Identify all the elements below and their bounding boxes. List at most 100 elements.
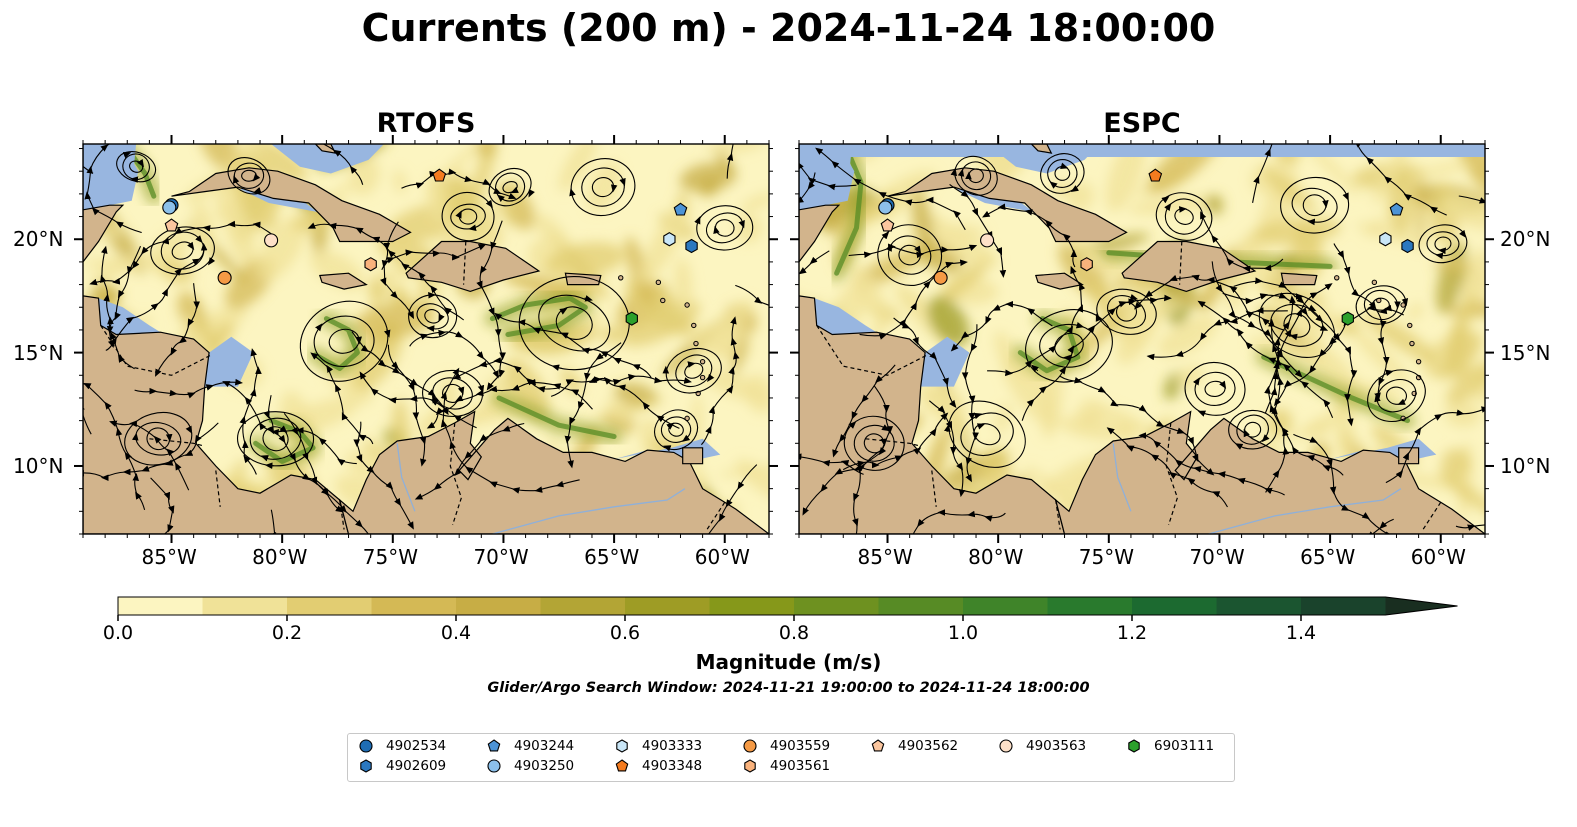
legend-label: 4903333 [642,738,703,754]
x-tick-label: 65°W [584,545,640,569]
float-marker-4903244[interactable] [673,202,688,216]
float-marker-4903250[interactable] [878,200,893,215]
float-marker-4903562[interactable] [880,218,895,232]
legend-label: 4903561 [770,758,831,774]
legend-circle-icon [999,739,1013,753]
outer-ticks [74,135,778,543]
legend-circle-icon [359,739,373,753]
float-marker-4903333[interactable] [663,232,676,247]
legend-label: 4902534 [386,738,447,754]
streamlines [83,144,769,534]
legend-pentagon-icon [871,739,885,752]
colorbar-bin [1047,597,1133,615]
legend-item-4903563: 4903563 [998,738,1086,754]
x-tick-label: 70°W [473,545,529,569]
search-window-text: Glider/Argo Search Window: 2024-11-21 19… [487,680,1090,696]
float-marker-4903348[interactable] [1148,168,1163,182]
legend-hexagon-icon [744,759,756,773]
legend-hexagon-icon [1128,739,1140,753]
x-tick-label: 85°W [141,545,197,569]
x-tick-label: 75°W [1078,545,1135,569]
colorbar-bin [1132,597,1217,615]
colorbar-tick-label: 0.4 [440,622,472,644]
float-marker-4903563[interactable] [980,233,995,248]
legend-item-4903250: 4903250 [486,758,574,774]
float-marker-4902609[interactable] [685,238,698,254]
colorbar-tick-label: 1.2 [1116,622,1148,644]
legend-hexagon-icon [616,739,628,753]
colorbar-bin [202,597,288,615]
legend-item-6903111: 6903111 [1126,738,1214,754]
colorbar-bin [625,597,710,615]
colorbar-tick-label: 1.4 [1285,622,1317,644]
colorbar-bin [709,597,795,615]
x-tick-label: 70°W [1189,545,1245,569]
x-tick-label: 75°W [362,545,419,569]
colorbar-bin [540,597,626,615]
legend-item-4902609: 4902609 [358,758,446,774]
x-tick-label: 65°W [1300,545,1356,569]
streamlines [799,144,1485,534]
colorbar-bin [963,597,1048,615]
y-tick-label-right: 15°N [1500,340,1551,365]
legend-pentagon-icon [615,759,629,772]
float-marker-4903559[interactable] [217,270,232,285]
y-tick-label-left: 15°N [13,340,64,365]
float-marker-6903111[interactable] [1341,311,1354,326]
map-panel-espc [790,135,1494,543]
colorbar-tick-label: 0.6 [609,622,641,644]
float-marker-4903250[interactable] [162,200,177,215]
panel-title-rtofs: RTOFS [376,108,476,139]
legend-label: 4903348 [642,758,703,774]
y-tick-label-right: 20°N [1500,227,1551,252]
legend-label: 4903563 [1026,738,1087,754]
colorbar-bin [794,597,879,615]
legend-label: 4903250 [514,758,575,774]
colorbar-bin [456,597,541,615]
float-marker-4903333[interactable] [1379,232,1392,247]
legend-label: 4903559 [770,738,831,754]
legend-label: 6903111 [1154,738,1215,754]
colorbar-label: Magnitude (m/s) [695,650,882,674]
colorbar [117,596,1458,621]
legend-item-4903244: 4903244 [486,738,574,754]
legend-item-4903333: 4903333 [614,738,702,754]
float-marker-4903561[interactable] [1080,257,1093,272]
legend-label: 4903562 [898,738,959,754]
legend-circle-icon [743,739,757,753]
panel-title-espc: ESPC [1103,108,1181,139]
float-marker-4903559[interactable] [933,270,948,285]
legend-pentagon-icon [487,739,501,752]
y-tick-label-right: 10°N [1500,453,1551,478]
figure-title: Currents (200 m) - 2024-11-24 18:00:00 [361,6,1216,50]
float-marker-4903563[interactable] [264,233,279,248]
float-marker-6903111[interactable] [625,311,638,326]
float-marker-4903348[interactable] [432,168,447,182]
legend-item-4903562: 4903562 [870,738,958,754]
colorbar-bin [1301,597,1386,615]
colorbar-tick-label: 0.0 [102,622,134,644]
legend-item-4903348: 4903348 [614,758,702,774]
colorbar-bin [287,597,372,615]
colorbar-bin [118,597,203,615]
colorbar-tick-label: 0.2 [271,622,303,644]
x-tick-label: 60°W [694,545,750,569]
float-markers [878,168,1414,326]
legend-label: 4903244 [514,738,575,754]
x-tick-label: 80°W [252,545,308,569]
float-markers [162,168,698,326]
colorbar-tick-label: 1.0 [947,622,979,644]
legend-circle-icon [487,759,501,773]
x-tick-label: 80°W [968,545,1024,569]
x-tick-label: 85°W [857,545,913,569]
colorbar-tick-label: 0.8 [778,622,810,644]
float-marker-4903561[interactable] [364,257,377,272]
legend-hexagon-icon [360,759,372,773]
outer-ticks [790,135,1494,543]
float-marker-4903244[interactable] [1389,202,1404,216]
y-tick-label-left: 20°N [13,227,64,252]
map-frame [82,143,770,535]
float-marker-4902609[interactable] [1401,238,1414,254]
map-panel-rtofs [74,135,778,543]
float-marker-4903562[interactable] [164,218,179,232]
